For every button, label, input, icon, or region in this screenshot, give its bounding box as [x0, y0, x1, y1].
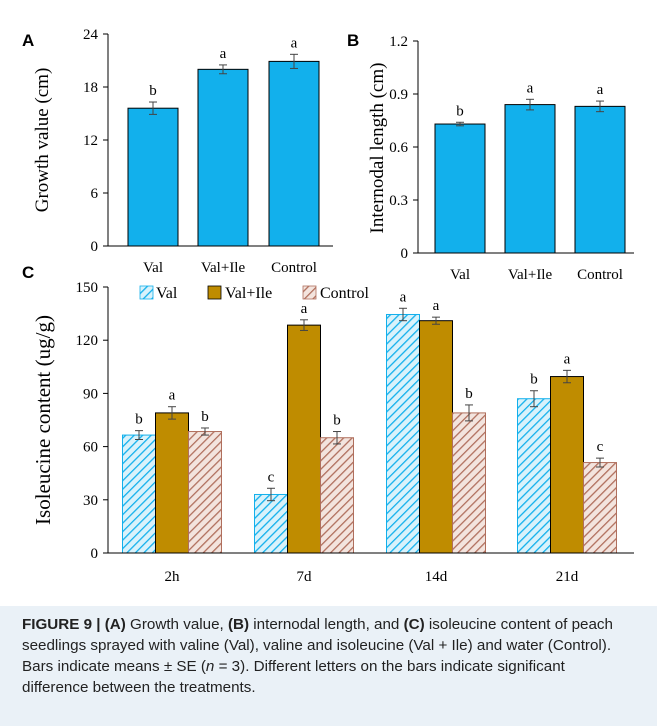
panel-c-x-tick-21d: 21d	[556, 569, 579, 585]
panel-b-y-axis-label: Internodal length (cm)	[367, 63, 388, 234]
panel-b-bar	[574, 105, 626, 254]
panel-c-significance-label: a	[564, 351, 571, 367]
panel-a-y-ticks: 0 6 12 18 24	[83, 27, 108, 255]
panel-c-significance-label: c	[597, 439, 604, 455]
panel-c-significance-label: a	[169, 388, 176, 404]
panel-c-x-tick-2h: 2h	[165, 569, 181, 585]
panel-a-chart: A Growth value (cm) 0 6 12 18 24 b a a Val Val…	[22, 27, 333, 276]
panel-a-bar	[127, 107, 179, 247]
panel-b-y-tick-label: 0.9	[389, 87, 408, 103]
panel-c-x-tick-14d: 14d	[425, 569, 448, 585]
panel-a-bars: b a a	[127, 35, 320, 247]
panel-c-legend: Val Val+Ile Control	[139, 285, 369, 302]
panel-c-significance-label: b	[465, 386, 473, 402]
panel-c-x-tick-7d: 7d	[297, 569, 313, 585]
figure-caption: FIGURE 9 | (A) Growth value, (B) interno…	[0, 606, 657, 726]
figure-caption-label: FIGURE 9 |	[22, 616, 105, 633]
panel-a-significance-label: b	[149, 83, 157, 99]
panel-b-significance-label: a	[527, 80, 534, 96]
panel-a-y-tick-label: 0	[91, 239, 99, 255]
legend-label-val: Val	[156, 285, 178, 302]
panel-letter-b: B	[347, 31, 359, 50]
panel-b-y-tick-label: 0.6	[389, 140, 408, 156]
panel-b-chart: B Internodal length (cm) 0 0.3 0.6 0.9 1.2 b…	[347, 31, 634, 283]
panel-c-bar-val	[386, 313, 420, 554]
panel-b-x-tick-val: Val	[450, 267, 470, 283]
panel-b-significance-label: b	[456, 103, 464, 119]
panel-a-y-tick-label: 18	[83, 80, 98, 96]
panel-c-significance-label: a	[433, 298, 440, 314]
panel-b-y-tick-label: 0	[401, 246, 409, 262]
panel-c-y-tick-label: 30	[83, 493, 98, 509]
panel-c-significance-label: a	[301, 301, 308, 317]
panel-b-x-tick-val-ile: Val+Ile	[508, 267, 553, 283]
panel-letter-a: A	[22, 31, 34, 50]
panel-a-significance-label: a	[291, 35, 298, 51]
panel-a-x-tick-val-ile: Val+Ile	[201, 260, 246, 276]
panel-c-significance-label: a	[400, 289, 407, 305]
panel-b-y-tick-label: 0.3	[389, 193, 408, 209]
panel-a-y-tick-label: 6	[91, 186, 99, 202]
panel-b-bar	[434, 123, 486, 254]
panel-c-bar-val-ile	[419, 320, 453, 554]
panel-c-significance-label: b	[333, 413, 341, 429]
panel-c-bar-control	[583, 462, 617, 554]
panel-a-y-tick-label: 24	[83, 27, 99, 43]
panel-c-bar-val-ile	[550, 376, 584, 554]
panel-c-bar-val-ile	[287, 324, 321, 554]
panel-b-y-ticks: 0 0.3 0.6 0.9 1.2	[389, 34, 418, 262]
figure-caption-text: (A) Growth value, (B) internodal length,…	[22, 616, 613, 696]
panel-c-significance-label: b	[135, 412, 143, 428]
panel-a-x-tick-control: Control	[271, 260, 317, 276]
panel-c-y-axis-label: Isoleucine content (ug/g)	[31, 315, 55, 525]
panel-b-x-tick-control: Control	[577, 267, 623, 283]
panel-c-bar-val	[122, 434, 156, 554]
legend-label-val-ile: Val+Ile	[225, 285, 272, 302]
figure-canvas: A Growth value (cm) 0 6 12 18 24 b a a Val Val…	[22, 27, 634, 585]
legend-swatch-val-ile	[207, 285, 222, 300]
panel-c-bar-val	[517, 398, 551, 554]
panel-a-x-tick-val: Val	[143, 260, 163, 276]
panel-c-y-tick-label: 120	[76, 333, 99, 349]
panel-b-significance-label: a	[597, 82, 604, 98]
panel-c-significance-label: c	[268, 469, 275, 485]
panel-a-bar	[268, 60, 320, 247]
panel-c-y-tick-label: 150	[76, 280, 99, 296]
panel-letter-c: C	[22, 263, 34, 282]
panel-c-y-tick-label: 0	[91, 546, 99, 562]
legend-label-control: Control	[320, 285, 369, 302]
panel-c-bar-val-ile	[155, 412, 189, 554]
panel-c-significance-label: b	[201, 409, 209, 425]
panel-a-y-tick-label: 12	[83, 133, 98, 149]
panel-c-bar-control	[320, 437, 354, 554]
panel-c-significance-label: b	[530, 372, 538, 388]
panel-c-chart: C Isoleucine content (ug/g) 0 30 60 90 120 15…	[22, 263, 634, 585]
panel-c-bar-val	[254, 493, 288, 554]
panel-a-y-axis-label: Growth value (cm)	[32, 68, 53, 213]
panel-c-bars: b c a b a a a a b b b c	[122, 289, 617, 554]
panel-c-bar-control	[188, 431, 222, 554]
panel-b-y-tick-label: 1.2	[389, 34, 408, 50]
legend-swatch-val	[139, 285, 154, 300]
panel-b-bars: b a a	[434, 80, 626, 254]
panel-c-bar-control	[452, 412, 486, 554]
panel-c-y-tick-label: 60	[83, 440, 98, 456]
panel-a-significance-label: a	[220, 46, 227, 62]
panel-a-bar	[197, 68, 249, 247]
panel-c-y-ticks: 0 30 60 90 120 150	[76, 280, 108, 562]
legend-swatch-control	[302, 285, 317, 300]
panel-c-y-tick-label: 90	[83, 386, 98, 402]
panel-b-bar	[504, 104, 556, 254]
